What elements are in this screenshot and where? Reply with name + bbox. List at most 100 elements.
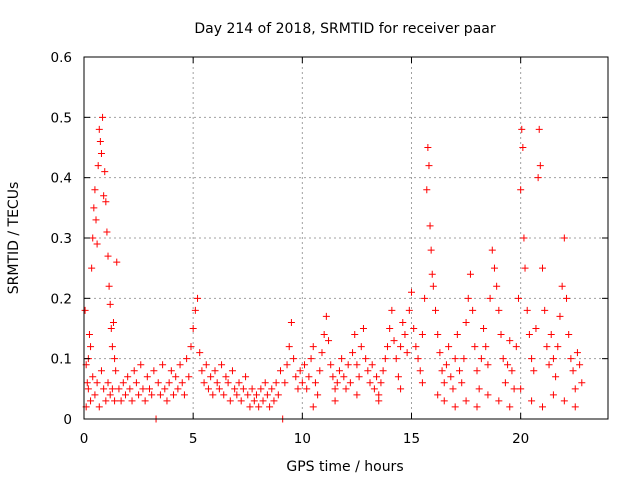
data-point [346, 379, 354, 387]
data-point [121, 391, 129, 399]
data-point [484, 361, 492, 369]
data-point [399, 318, 407, 326]
data-point [342, 385, 350, 393]
data-point [170, 391, 178, 399]
data-point [451, 355, 459, 363]
data-point [462, 318, 470, 326]
data-point [96, 137, 104, 145]
y-tick-label: 0.5 [51, 110, 72, 126]
data-point [130, 367, 138, 375]
data-point [440, 397, 448, 405]
data-point [458, 379, 466, 387]
data-point [141, 397, 149, 405]
data-point [261, 379, 269, 387]
data-point [143, 373, 151, 381]
data-point [390, 337, 398, 345]
data-point [270, 397, 278, 405]
data-point [87, 397, 95, 405]
data-point [294, 385, 302, 393]
data-point [379, 367, 387, 375]
data-point [89, 373, 97, 381]
data-point [410, 325, 418, 332]
data-point [541, 306, 549, 314]
data-point [108, 343, 116, 351]
data-point [451, 403, 459, 411]
data-point [81, 306, 89, 314]
data-point [91, 186, 99, 194]
data-point [377, 379, 385, 387]
data-point [535, 125, 543, 133]
data-point [250, 397, 258, 405]
data-point [445, 343, 453, 351]
data-point [366, 379, 374, 387]
data-point [329, 373, 337, 381]
data-point [85, 331, 93, 339]
data-point [514, 294, 522, 302]
data-point [362, 355, 370, 363]
data-point [560, 397, 568, 405]
data-point [102, 198, 110, 206]
data-point [95, 403, 103, 411]
x-tick-label: 0 [80, 431, 89, 447]
data-point [506, 337, 514, 345]
data-point [185, 373, 193, 381]
data-point [519, 144, 527, 151]
data-point [383, 343, 391, 351]
data-point [309, 403, 317, 411]
data-point [563, 294, 571, 302]
data-point [218, 361, 226, 369]
data-point [425, 162, 433, 170]
data-point [109, 318, 117, 326]
data-point [204, 385, 212, 393]
data-point [462, 397, 470, 405]
data-point [111, 397, 119, 405]
data-point [97, 367, 105, 375]
data-point [183, 355, 191, 363]
data-point [198, 367, 206, 375]
data-point [573, 349, 581, 357]
data-point [156, 391, 164, 399]
data-point [93, 379, 101, 387]
data-point [473, 403, 481, 411]
data-point [84, 385, 92, 393]
data-point [539, 403, 546, 411]
data-point [305, 373, 313, 381]
x-axis-title: GPS time / hours [286, 459, 403, 475]
data-point [220, 391, 228, 399]
data-point [525, 331, 533, 339]
data-point [309, 343, 317, 351]
data-point [423, 186, 431, 194]
y-tick-label: 0.4 [51, 171, 72, 187]
data-point [163, 397, 171, 405]
y-tick-label: 0.3 [51, 231, 72, 247]
data-point [272, 379, 280, 387]
data-point [176, 361, 184, 369]
data-point [320, 331, 328, 339]
data-point [565, 331, 573, 339]
data-point [281, 379, 289, 387]
data-point [517, 186, 525, 194]
data-point [488, 246, 496, 254]
data-point [106, 391, 114, 399]
data-point [107, 325, 115, 332]
data-point [135, 391, 143, 399]
data-point [301, 361, 309, 369]
data-point [327, 361, 335, 369]
x-tick-labels: 0 5 10 15 20 [80, 431, 530, 447]
data-point [408, 288, 415, 296]
data-point [117, 397, 125, 405]
x-tick-label: 15 [403, 431, 420, 447]
data-point [137, 361, 145, 369]
data-point [255, 403, 263, 411]
data-point [287, 318, 295, 326]
data-point [231, 385, 239, 393]
data-point [150, 367, 158, 375]
data-point [246, 403, 254, 411]
data-point [333, 379, 341, 387]
y-tick-labels: 0 0.1 0.2 0.3 0.4 0.5 0.6 [51, 50, 72, 428]
data-point [486, 294, 494, 302]
data-point [100, 385, 108, 393]
data-point [436, 349, 444, 357]
data-point [209, 391, 217, 399]
x-tick-label: 5 [189, 431, 198, 447]
